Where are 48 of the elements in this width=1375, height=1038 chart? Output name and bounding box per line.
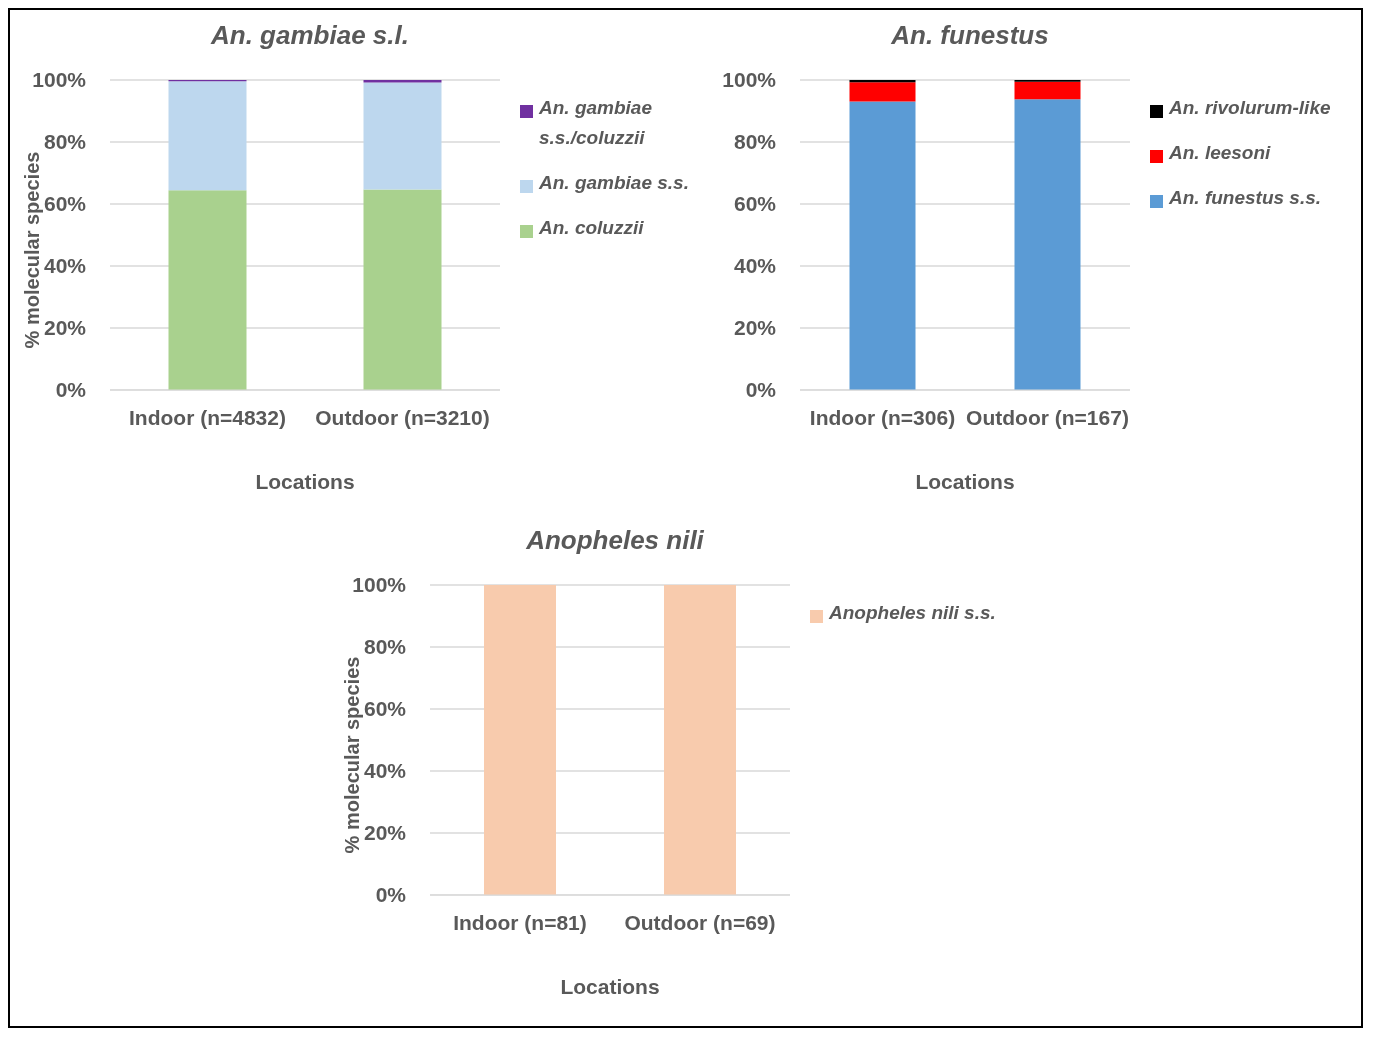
x-tick-label: Outdoor (n=3210) [315, 405, 490, 429]
legend-label: An. gambiae s.s. [539, 171, 689, 195]
legend-label: An. rivolurum-like [1169, 96, 1331, 120]
y-axis-title: % molecular species [20, 151, 44, 349]
chart-title: Anopheles nili [525, 525, 705, 556]
x-axis-title: Locations [254, 470, 356, 494]
x-tick-label: Indoor (n=306) [809, 405, 956, 429]
chart-title: An. funestus [890, 20, 1050, 51]
y-tick-label: 0% [55, 378, 87, 402]
y-tick-label: 0% [745, 378, 777, 402]
bar [1014, 99, 1081, 390]
y-tick-label: 60% [363, 697, 407, 721]
y-tick-label: 20% [363, 821, 407, 845]
bar [849, 101, 916, 390]
bar [849, 80, 916, 83]
y-tick-label: 80% [363, 635, 407, 659]
y-tick-label: 80% [733, 130, 777, 154]
legend-label: An. coluzzii [539, 216, 644, 240]
x-tick-label: Outdoor (n=69) [624, 910, 776, 934]
bar [363, 82, 442, 190]
legend-label: An. leesoni [1169, 141, 1271, 165]
legend-label: Anopheles nili s.s. [829, 601, 996, 625]
y-tick-label: 20% [43, 316, 87, 340]
x-tick-label: Indoor (n=4832) [129, 405, 286, 429]
bar [363, 189, 442, 390]
legend-label: An. funestus s.s. [1169, 186, 1322, 210]
y-tick-label: 60% [43, 192, 87, 216]
x-axis-title: Locations [914, 470, 1016, 494]
bar [849, 82, 916, 102]
x-axis-title: Locations [559, 975, 661, 999]
y-axis-title: % molecular species [340, 656, 364, 854]
chart-title: An. gambiae s.l. [209, 20, 410, 51]
y-tick-label: 100% [32, 68, 87, 92]
y-tick-label: 100% [352, 573, 407, 597]
y-tick-label: 40% [43, 254, 87, 278]
legend-label: An. gambiae s.s./coluzzii [539, 96, 653, 150]
bar [1014, 81, 1081, 100]
y-tick-label: 40% [733, 254, 777, 278]
y-tick-label: 80% [43, 130, 87, 154]
y-tick-label: 100% [722, 68, 777, 92]
y-tick-label: 20% [733, 316, 777, 340]
bar [168, 81, 247, 191]
y-tick-label: 60% [733, 192, 777, 216]
x-tick-label: Indoor (n=81) [453, 910, 587, 934]
bar [168, 190, 247, 390]
y-tick-label: 0% [375, 883, 407, 907]
y-tick-label: 40% [363, 759, 407, 783]
x-tick-label: Outdoor (n=167) [966, 405, 1129, 429]
